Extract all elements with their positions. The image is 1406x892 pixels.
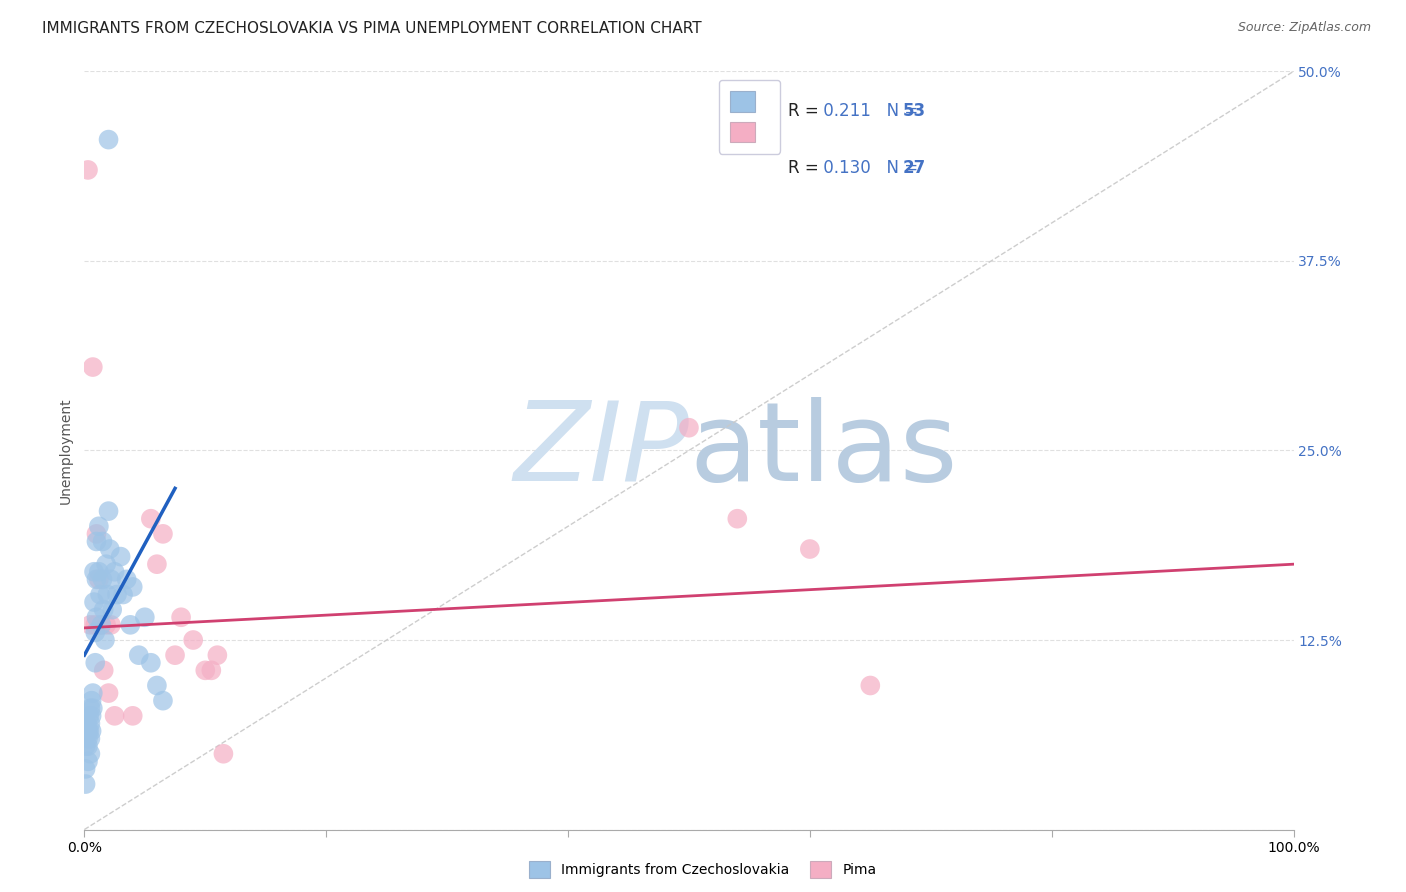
Point [94,557,117,572]
Point [87,519,110,533]
Text: 0.211   N =: 0.211 N = [818,102,924,120]
Point [212,747,235,761]
Point [120,617,142,632]
Point [101,603,124,617]
Point [91,573,114,587]
Point [86,573,108,587]
Point [115,573,138,587]
Point [90,617,112,632]
Point [75,777,97,791]
Point [93,664,115,678]
Point [97,504,120,518]
Point [80,708,103,723]
Point [77,163,100,178]
Point [77,724,100,739]
Point [84,625,107,640]
Point [75,762,97,776]
Text: 27: 27 [903,159,927,177]
Legend: Immigrants from Czechoslovakia, Pima: Immigrants from Czechoslovakia, Pima [523,855,883,885]
Point [678,421,700,435]
Point [134,610,156,624]
Point [100,573,122,587]
Text: 53: 53 [903,102,925,120]
Point [94,617,117,632]
Point [94,633,117,648]
Text: ZIP: ZIP [513,397,689,504]
Point [82,359,104,375]
Point [77,731,100,746]
Y-axis label: Unemployment: Unemployment [59,397,73,504]
Point [84,617,107,632]
Point [105,588,128,602]
Point [86,526,108,541]
Point [139,656,162,670]
Point [165,648,187,662]
Point [83,595,105,609]
Point [77,739,100,753]
Point [80,724,103,739]
Point [79,716,101,731]
Point [152,526,174,541]
Point [77,755,100,769]
Point [97,686,120,700]
Point [859,678,882,692]
Point [79,701,101,715]
Point [200,664,222,678]
Point [79,731,101,746]
Point [79,617,101,632]
Point [86,610,108,624]
Point [93,603,115,617]
Point [86,534,108,549]
Point [128,648,150,662]
Point [96,588,118,602]
Point [83,565,105,579]
Text: R =: R = [787,102,824,120]
Point [146,678,169,692]
Point [121,580,143,594]
Point [90,617,112,632]
Point [112,588,135,602]
Point [80,694,103,708]
Point [170,610,193,624]
Text: 0.130   N =: 0.130 N = [818,159,924,177]
Text: IMMIGRANTS FROM CZECHOSLOVAKIA VS PIMA UNEMPLOYMENT CORRELATION CHART: IMMIGRANTS FROM CZECHOSLOVAKIA VS PIMA U… [42,21,702,36]
Point [104,565,127,579]
Point [89,588,111,602]
Point [194,664,217,678]
Text: R =: R = [787,159,824,177]
Text: atlas: atlas [689,397,957,504]
Point [181,633,204,648]
Point [77,724,100,739]
Point [152,694,174,708]
Legend: , : , [718,79,780,153]
Point [799,542,821,557]
Point [146,557,169,572]
Point [207,648,229,662]
Point [139,512,162,526]
Point [97,132,120,146]
Point [121,708,143,723]
Point [98,542,121,557]
Point [91,534,114,549]
Point [110,549,132,564]
Point [100,617,122,632]
Point [82,701,104,715]
Point [84,656,107,670]
Point [77,708,100,723]
Point [87,565,110,579]
Point [87,573,110,587]
Point [75,739,97,753]
Text: Source: ZipAtlas.com: Source: ZipAtlas.com [1237,21,1371,34]
Point [82,686,104,700]
Point [76,716,98,731]
Point [725,512,748,526]
Point [104,708,127,723]
Point [79,747,101,761]
